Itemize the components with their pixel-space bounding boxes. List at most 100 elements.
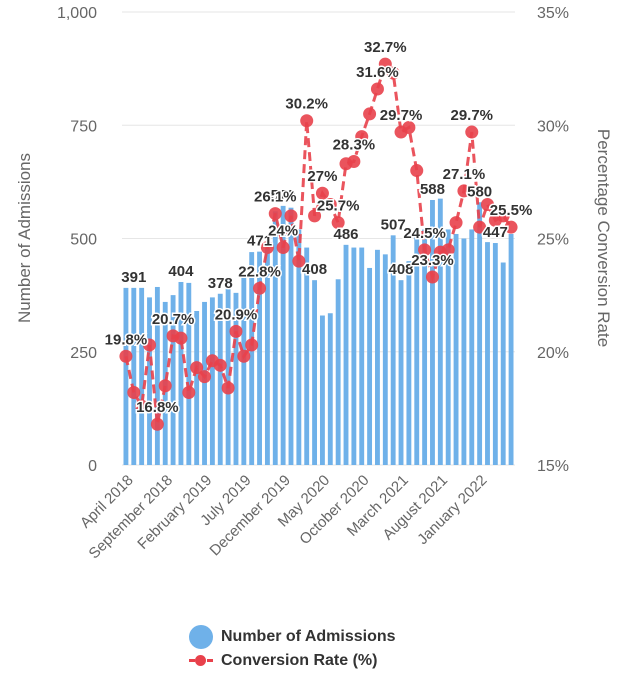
admissions-data-label: 404 bbox=[168, 263, 194, 280]
y-left-tick-label: 500 bbox=[70, 232, 97, 249]
admissions-bar[interactable] bbox=[493, 243, 498, 465]
admissions-bar[interactable] bbox=[320, 316, 325, 465]
admissions-bar[interactable] bbox=[304, 248, 309, 465]
admissions-bar[interactable] bbox=[194, 311, 199, 465]
admissions-bar[interactable] bbox=[249, 252, 254, 465]
admissions-bar[interactable] bbox=[139, 288, 144, 465]
y-left-axis-title: Number of Admissions bbox=[15, 153, 34, 323]
admissions-data-label: 580 bbox=[467, 183, 492, 200]
admissions-bar[interactable] bbox=[312, 280, 317, 465]
admissions-data-label: 408 bbox=[389, 261, 414, 278]
conversion-point[interactable] bbox=[465, 126, 478, 139]
conversion-data-label: 16.8% bbox=[136, 399, 179, 416]
conversion-data-label: 25.5% bbox=[490, 202, 533, 219]
legend-label-admissions: Number of Admissions bbox=[221, 628, 396, 646]
conversion-data-label: 23.3% bbox=[411, 252, 454, 269]
conversion-point[interactable] bbox=[410, 164, 423, 177]
conversion-point[interactable] bbox=[363, 107, 376, 120]
admissions-bar[interactable] bbox=[477, 202, 482, 465]
y-right-tick-label: 15% bbox=[537, 458, 569, 475]
legend-item-conversion[interactable]: Conversion Rate (%) bbox=[189, 649, 396, 673]
admissions-bar[interactable] bbox=[344, 245, 349, 465]
legend-item-admissions[interactable]: Number of Admissions bbox=[189, 625, 396, 649]
admissions-bar[interactable] bbox=[501, 263, 506, 465]
admissions-bar[interactable] bbox=[469, 229, 474, 465]
admissions-bar[interactable] bbox=[367, 268, 372, 465]
conversion-data-label: 27.1% bbox=[443, 166, 486, 183]
admissions-data-label: 391 bbox=[121, 269, 146, 286]
conversion-point[interactable] bbox=[284, 209, 297, 222]
admissions-bar[interactable] bbox=[179, 282, 184, 465]
conversion-point[interactable] bbox=[151, 418, 164, 431]
admissions-bar[interactable] bbox=[461, 239, 466, 466]
y-left-tick-label: 750 bbox=[70, 118, 97, 135]
admissions-data-label: 588 bbox=[420, 181, 445, 198]
legend-bar-swatch bbox=[189, 625, 213, 649]
admissions-data-label: 447 bbox=[483, 224, 508, 241]
conversion-point[interactable] bbox=[450, 216, 463, 229]
conversion-point[interactable] bbox=[174, 332, 187, 345]
y-left-tick-label: 1,000 bbox=[57, 5, 97, 22]
conversion-point[interactable] bbox=[229, 325, 242, 338]
conversion-data-label: 25.7% bbox=[317, 198, 360, 215]
conversion-point[interactable] bbox=[182, 386, 195, 399]
admissions-bar[interactable] bbox=[359, 248, 364, 465]
conversion-point[interactable] bbox=[222, 381, 235, 394]
admissions-data-label: 378 bbox=[208, 275, 233, 292]
conversion-point[interactable] bbox=[277, 241, 290, 254]
legend-line-swatch bbox=[189, 649, 213, 673]
admissions-bar[interactable] bbox=[351, 248, 356, 465]
conversion-point[interactable] bbox=[426, 271, 439, 284]
admissions-bar[interactable] bbox=[375, 250, 380, 465]
conversion-point[interactable] bbox=[245, 338, 258, 351]
admissions-bar[interactable] bbox=[241, 275, 246, 465]
admissions-bar[interactable] bbox=[131, 288, 136, 465]
admissions-data-label: 507 bbox=[381, 216, 406, 233]
admissions-bar[interactable] bbox=[202, 302, 207, 465]
conversion-data-label: 30.2% bbox=[285, 96, 328, 113]
conversion-point[interactable] bbox=[269, 207, 282, 220]
conversion-point[interactable] bbox=[300, 114, 313, 127]
conversion-data-label: 29.7% bbox=[450, 107, 493, 124]
conversion-data-label: 27% bbox=[307, 168, 337, 185]
admissions-bar[interactable] bbox=[399, 280, 404, 465]
conversion-data-label: 32.7% bbox=[364, 39, 407, 56]
conversion-data-label: 28.3% bbox=[333, 136, 376, 153]
admissions-bar[interactable] bbox=[509, 234, 514, 465]
chart-legend: Number of Admissions Conversion Rate (%) bbox=[189, 625, 396, 673]
admissions-bar[interactable] bbox=[414, 236, 419, 465]
conversion-point[interactable] bbox=[159, 379, 172, 392]
conversion-data-label: 20.7% bbox=[152, 311, 195, 328]
conversion-point[interactable] bbox=[214, 359, 227, 372]
conversion-point[interactable] bbox=[371, 83, 384, 96]
conversion-point[interactable] bbox=[119, 350, 132, 363]
y-left-tick-label: 250 bbox=[70, 345, 97, 362]
conversion-point[interactable] bbox=[198, 370, 211, 383]
conversion-data-label: 20.9% bbox=[215, 306, 258, 323]
x-tick-label: January 2022 bbox=[414, 472, 490, 548]
admissions-data-label: 408 bbox=[302, 261, 327, 278]
admissions-data-label: 486 bbox=[333, 226, 358, 243]
admissions-bar[interactable] bbox=[336, 279, 341, 465]
conversion-data-label: 24.5% bbox=[403, 225, 446, 242]
admissions-bar[interactable] bbox=[485, 242, 490, 465]
admissions-bar[interactable] bbox=[328, 313, 333, 465]
conversion-point[interactable] bbox=[347, 155, 360, 168]
y-right-tick-label: 25% bbox=[537, 232, 569, 249]
admissions-bar[interactable] bbox=[123, 288, 128, 465]
conversion-data-label: 24% bbox=[268, 223, 298, 240]
admissions-bar[interactable] bbox=[406, 261, 411, 465]
y-right-axis-title: Percentage Conversion Rate bbox=[594, 129, 613, 347]
legend-label-conversion: Conversion Rate (%) bbox=[221, 652, 377, 670]
admissions-bar[interactable] bbox=[454, 234, 459, 465]
conversion-data-label: 29.7% bbox=[380, 107, 423, 124]
conversion-data-label: 31.6% bbox=[356, 64, 399, 81]
y-right-tick-label: 35% bbox=[537, 5, 569, 22]
y-left-tick-label: 0 bbox=[88, 458, 97, 475]
admissions-bar[interactable] bbox=[383, 254, 388, 465]
conversion-data-label: 19.8% bbox=[105, 331, 148, 348]
conversion-point[interactable] bbox=[253, 282, 266, 295]
conversion-point[interactable] bbox=[237, 350, 250, 363]
conversion-point[interactable] bbox=[127, 386, 140, 399]
